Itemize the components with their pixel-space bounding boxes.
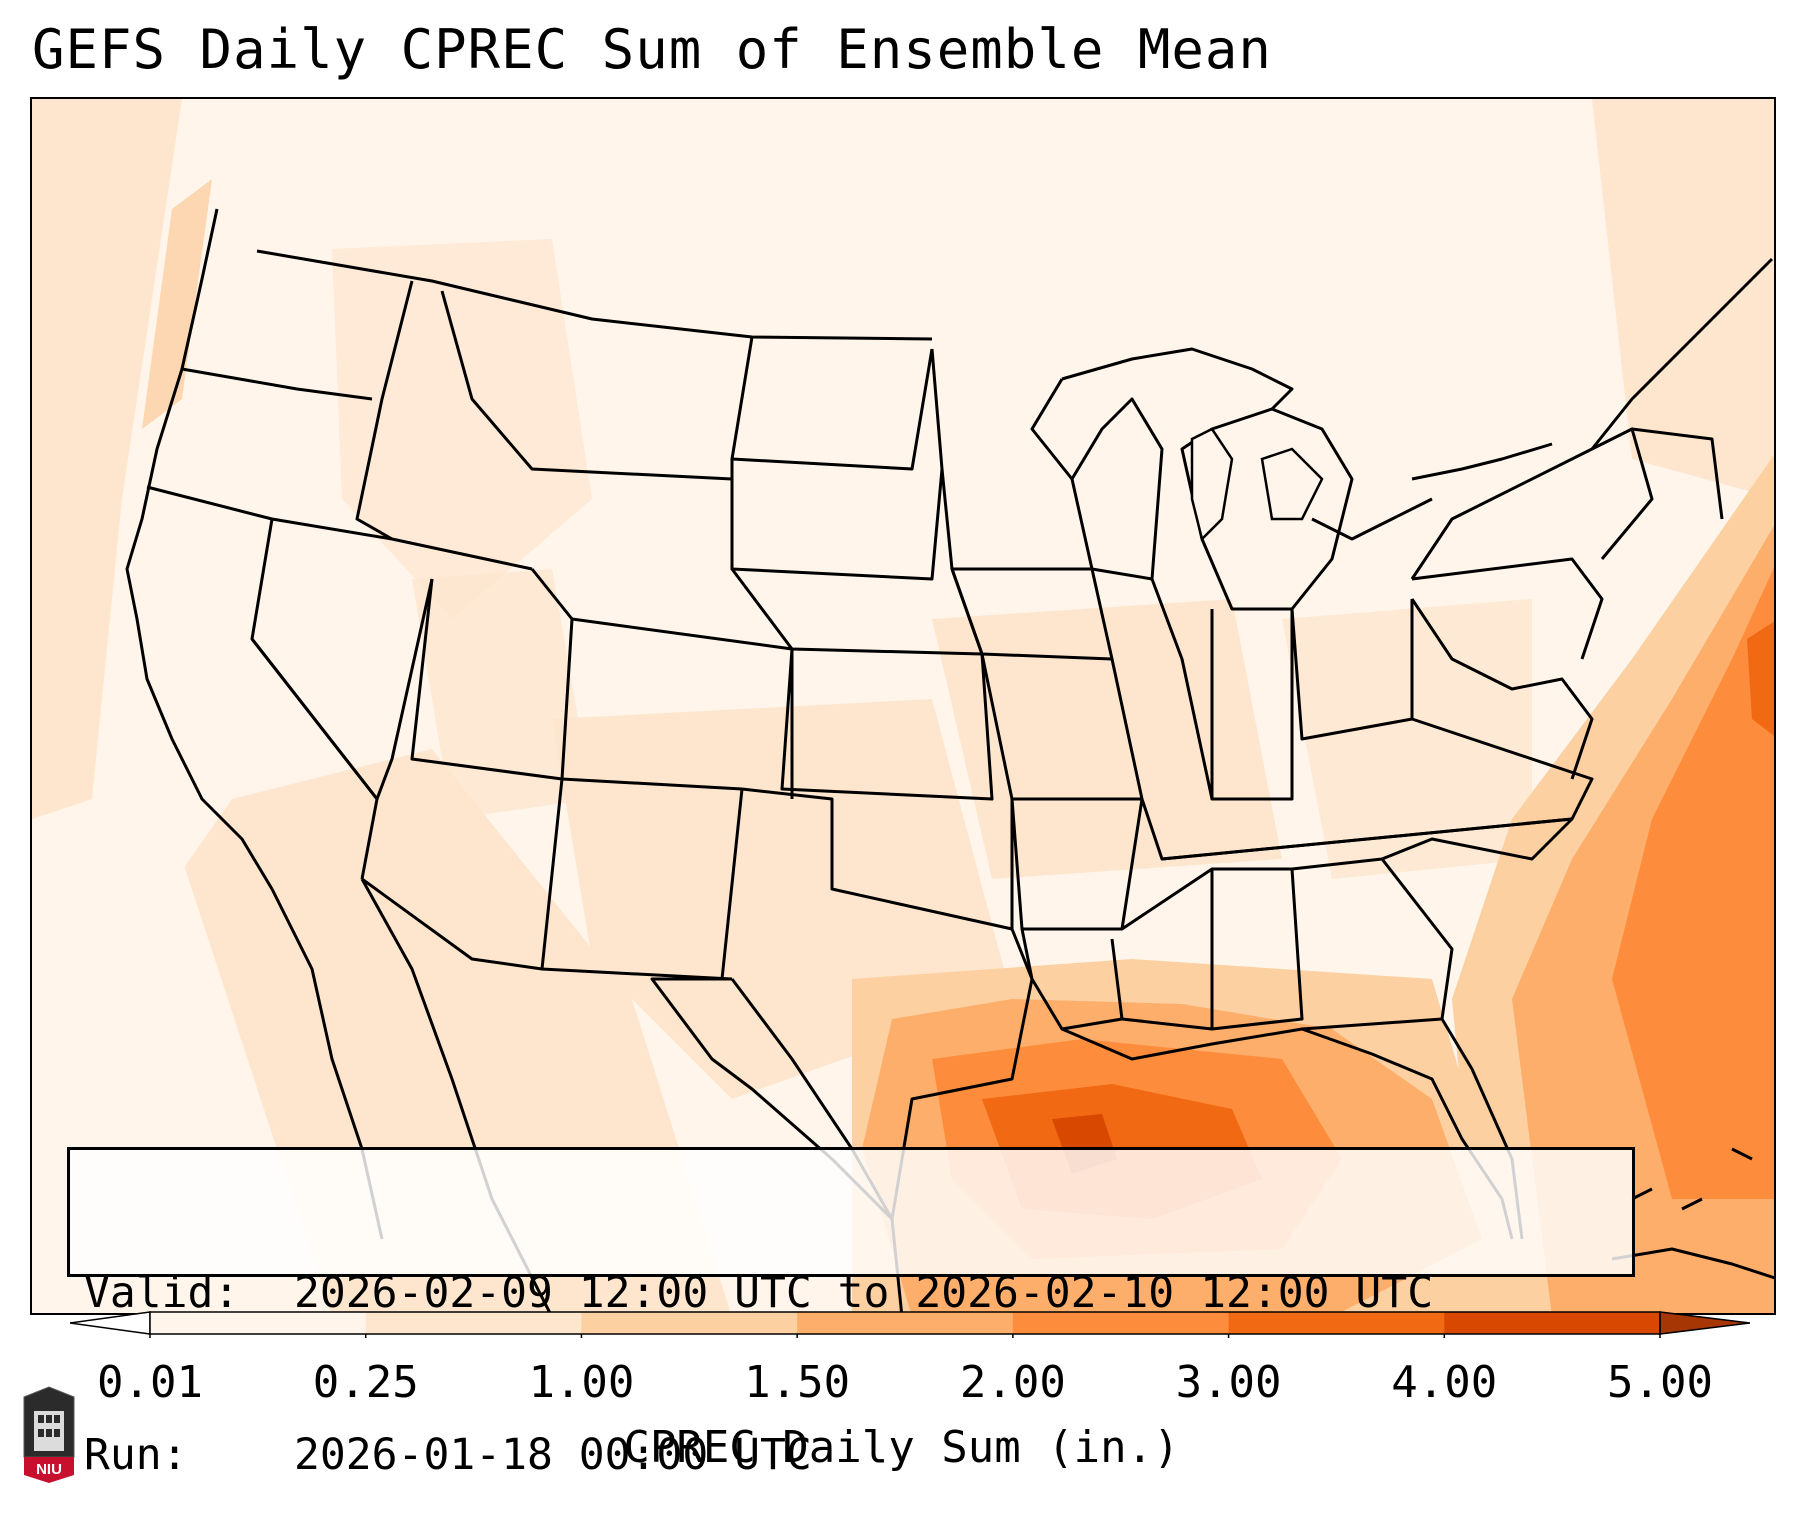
colorbar-tick-label: 2.00 bbox=[959, 1357, 1066, 1408]
run-value: 2026-01-18 00:00 UTC bbox=[294, 1430, 812, 1480]
colorbar-tick-label: 0.25 bbox=[312, 1357, 419, 1408]
valid-label: Valid: bbox=[84, 1268, 240, 1318]
colorbar-segment bbox=[1012, 1312, 1230, 1334]
map-title: GEFS Daily CPREC Sum of Ensemble Mean bbox=[32, 18, 1272, 81]
colorbar-tick-label: 4.00 bbox=[1391, 1357, 1498, 1408]
colorbar-under-arrow bbox=[70, 1311, 151, 1335]
colorbar-tick-label: 1.00 bbox=[528, 1357, 635, 1408]
colorbar-tick-label: 1.50 bbox=[744, 1357, 851, 1408]
niu-logo: NIU bbox=[23, 1386, 75, 1483]
colorbar-title: CPREC Daily Sum (in.) bbox=[623, 1422, 1180, 1473]
colorbar-over-arrow bbox=[1659, 1311, 1750, 1335]
colorbar-segment bbox=[797, 1312, 1014, 1334]
colorbar-segment bbox=[581, 1312, 798, 1334]
colorbar-border bbox=[149, 1311, 1661, 1335]
valid-value: 2026-02-09 12:00 UTC to 2026-02-10 12:00… bbox=[294, 1268, 1434, 1318]
precip-map[interactable] bbox=[30, 97, 1776, 1315]
niu-logo-text: NIU bbox=[36, 1461, 62, 1478]
colorbar-segment bbox=[365, 1312, 582, 1334]
colorbar-tick-label: 3.00 bbox=[1175, 1357, 1282, 1408]
run-info-box: Valid: 2026-02-09 12:00 UTC to 2026-02-10… bbox=[67, 1147, 1635, 1480]
run-label: Run: bbox=[84, 1430, 188, 1480]
colorbar-segment bbox=[1228, 1312, 1445, 1334]
colorbar-segment bbox=[1444, 1312, 1661, 1334]
colorbar-tick-label: 5.00 bbox=[1607, 1357, 1713, 1408]
map-canvas bbox=[32, 99, 1774, 1313]
colorbar-segment bbox=[150, 1312, 367, 1334]
precip-field bbox=[32, 99, 1774, 1313]
lakes bbox=[1190, 427, 1324, 542]
colorbar-tick-label: 0.01 bbox=[97, 1357, 203, 1408]
colorbar bbox=[70, 1311, 1750, 1338]
